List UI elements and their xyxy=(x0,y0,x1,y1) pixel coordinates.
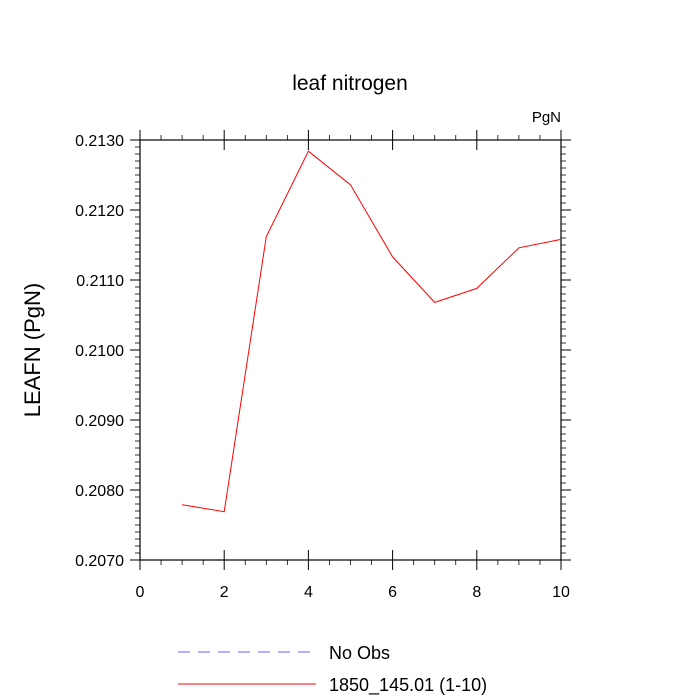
plot-frame xyxy=(139,139,562,561)
y-axis-label: LEAFN (PgN) xyxy=(20,283,45,417)
y-tick-label: 0.2110 xyxy=(76,273,124,290)
major-ticks xyxy=(130,130,571,570)
series-line xyxy=(182,150,562,513)
y-tick-label: 0.2100 xyxy=(75,343,124,360)
y-tick-label: 0.2070 xyxy=(75,553,124,570)
x-tick-label: 2 xyxy=(220,584,229,601)
x-tick-label: 10 xyxy=(552,584,570,601)
y-tick-label: 0.2090 xyxy=(75,413,124,430)
y-tick-labels: 0.2070 0.2080 0.2090 0.2100 0.2110 0.2120 0.21… xyxy=(75,133,124,570)
x-tick-labels: 0 2 4 6 8 10 xyxy=(136,584,570,601)
legend-label: 1850_145.01 (1-10) xyxy=(329,675,487,696)
chart-title: leaf nitrogen xyxy=(292,72,408,95)
minor-ticks xyxy=(135,135,566,565)
y-tick-label: 0.2120 xyxy=(75,203,124,220)
legend-label: No Obs xyxy=(329,643,390,663)
y-tick-label: 0.2130 xyxy=(75,133,124,150)
y-tick-label: 0.2080 xyxy=(75,483,124,500)
units-label: PgN xyxy=(532,109,561,126)
x-tick-label: 0 xyxy=(136,584,145,601)
x-tick-label: 4 xyxy=(304,584,313,601)
series-layer xyxy=(182,150,562,513)
x-tick-label: 6 xyxy=(388,584,397,601)
legend: No Obs 1850_145.01 (1-10) xyxy=(178,643,487,696)
plot-border xyxy=(139,139,562,561)
x-tick-label: 8 xyxy=(472,584,481,601)
